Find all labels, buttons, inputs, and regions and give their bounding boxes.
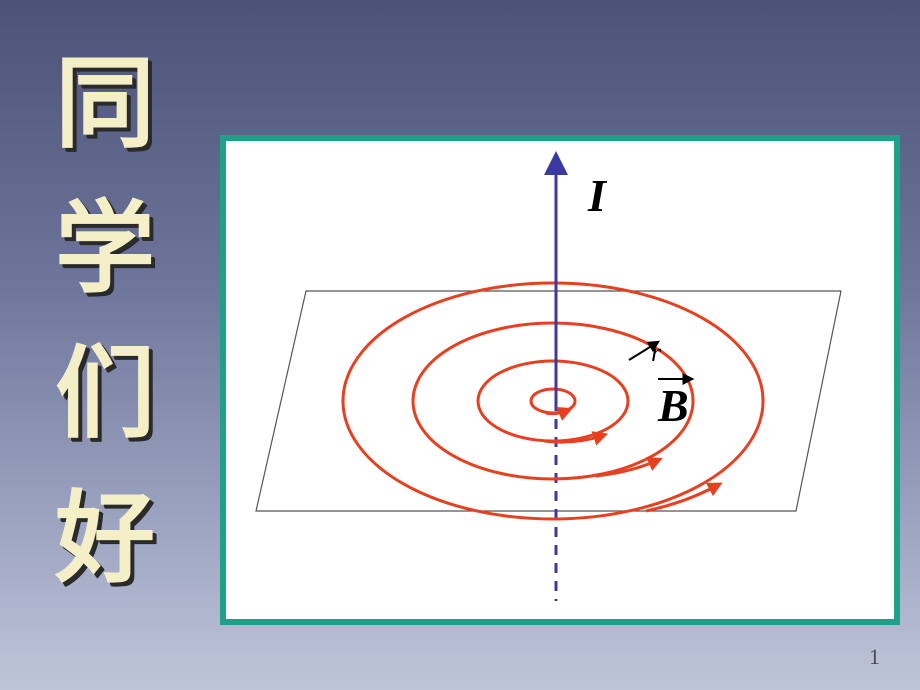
field-loop-1: [531, 389, 575, 413]
field-loop-2: [478, 361, 628, 441]
title-char-4: 好: [55, 490, 155, 590]
title-char-2: 学: [55, 200, 155, 300]
diagram-frame: I r B: [220, 135, 900, 625]
title-char-1: 同: [55, 55, 155, 155]
label-field-B: B: [657, 380, 689, 431]
page-number: 1: [869, 644, 880, 670]
label-current: I: [587, 170, 608, 221]
field-loop-4: [343, 283, 763, 519]
title-char-3: 们: [55, 345, 155, 445]
vertical-title: 同 学 们 好: [55, 55, 155, 590]
label-radius-vector: r: [651, 338, 662, 367]
magnetic-field-diagram: I r B: [226, 141, 894, 619]
field-dir-arrow-4: [646, 486, 716, 511]
